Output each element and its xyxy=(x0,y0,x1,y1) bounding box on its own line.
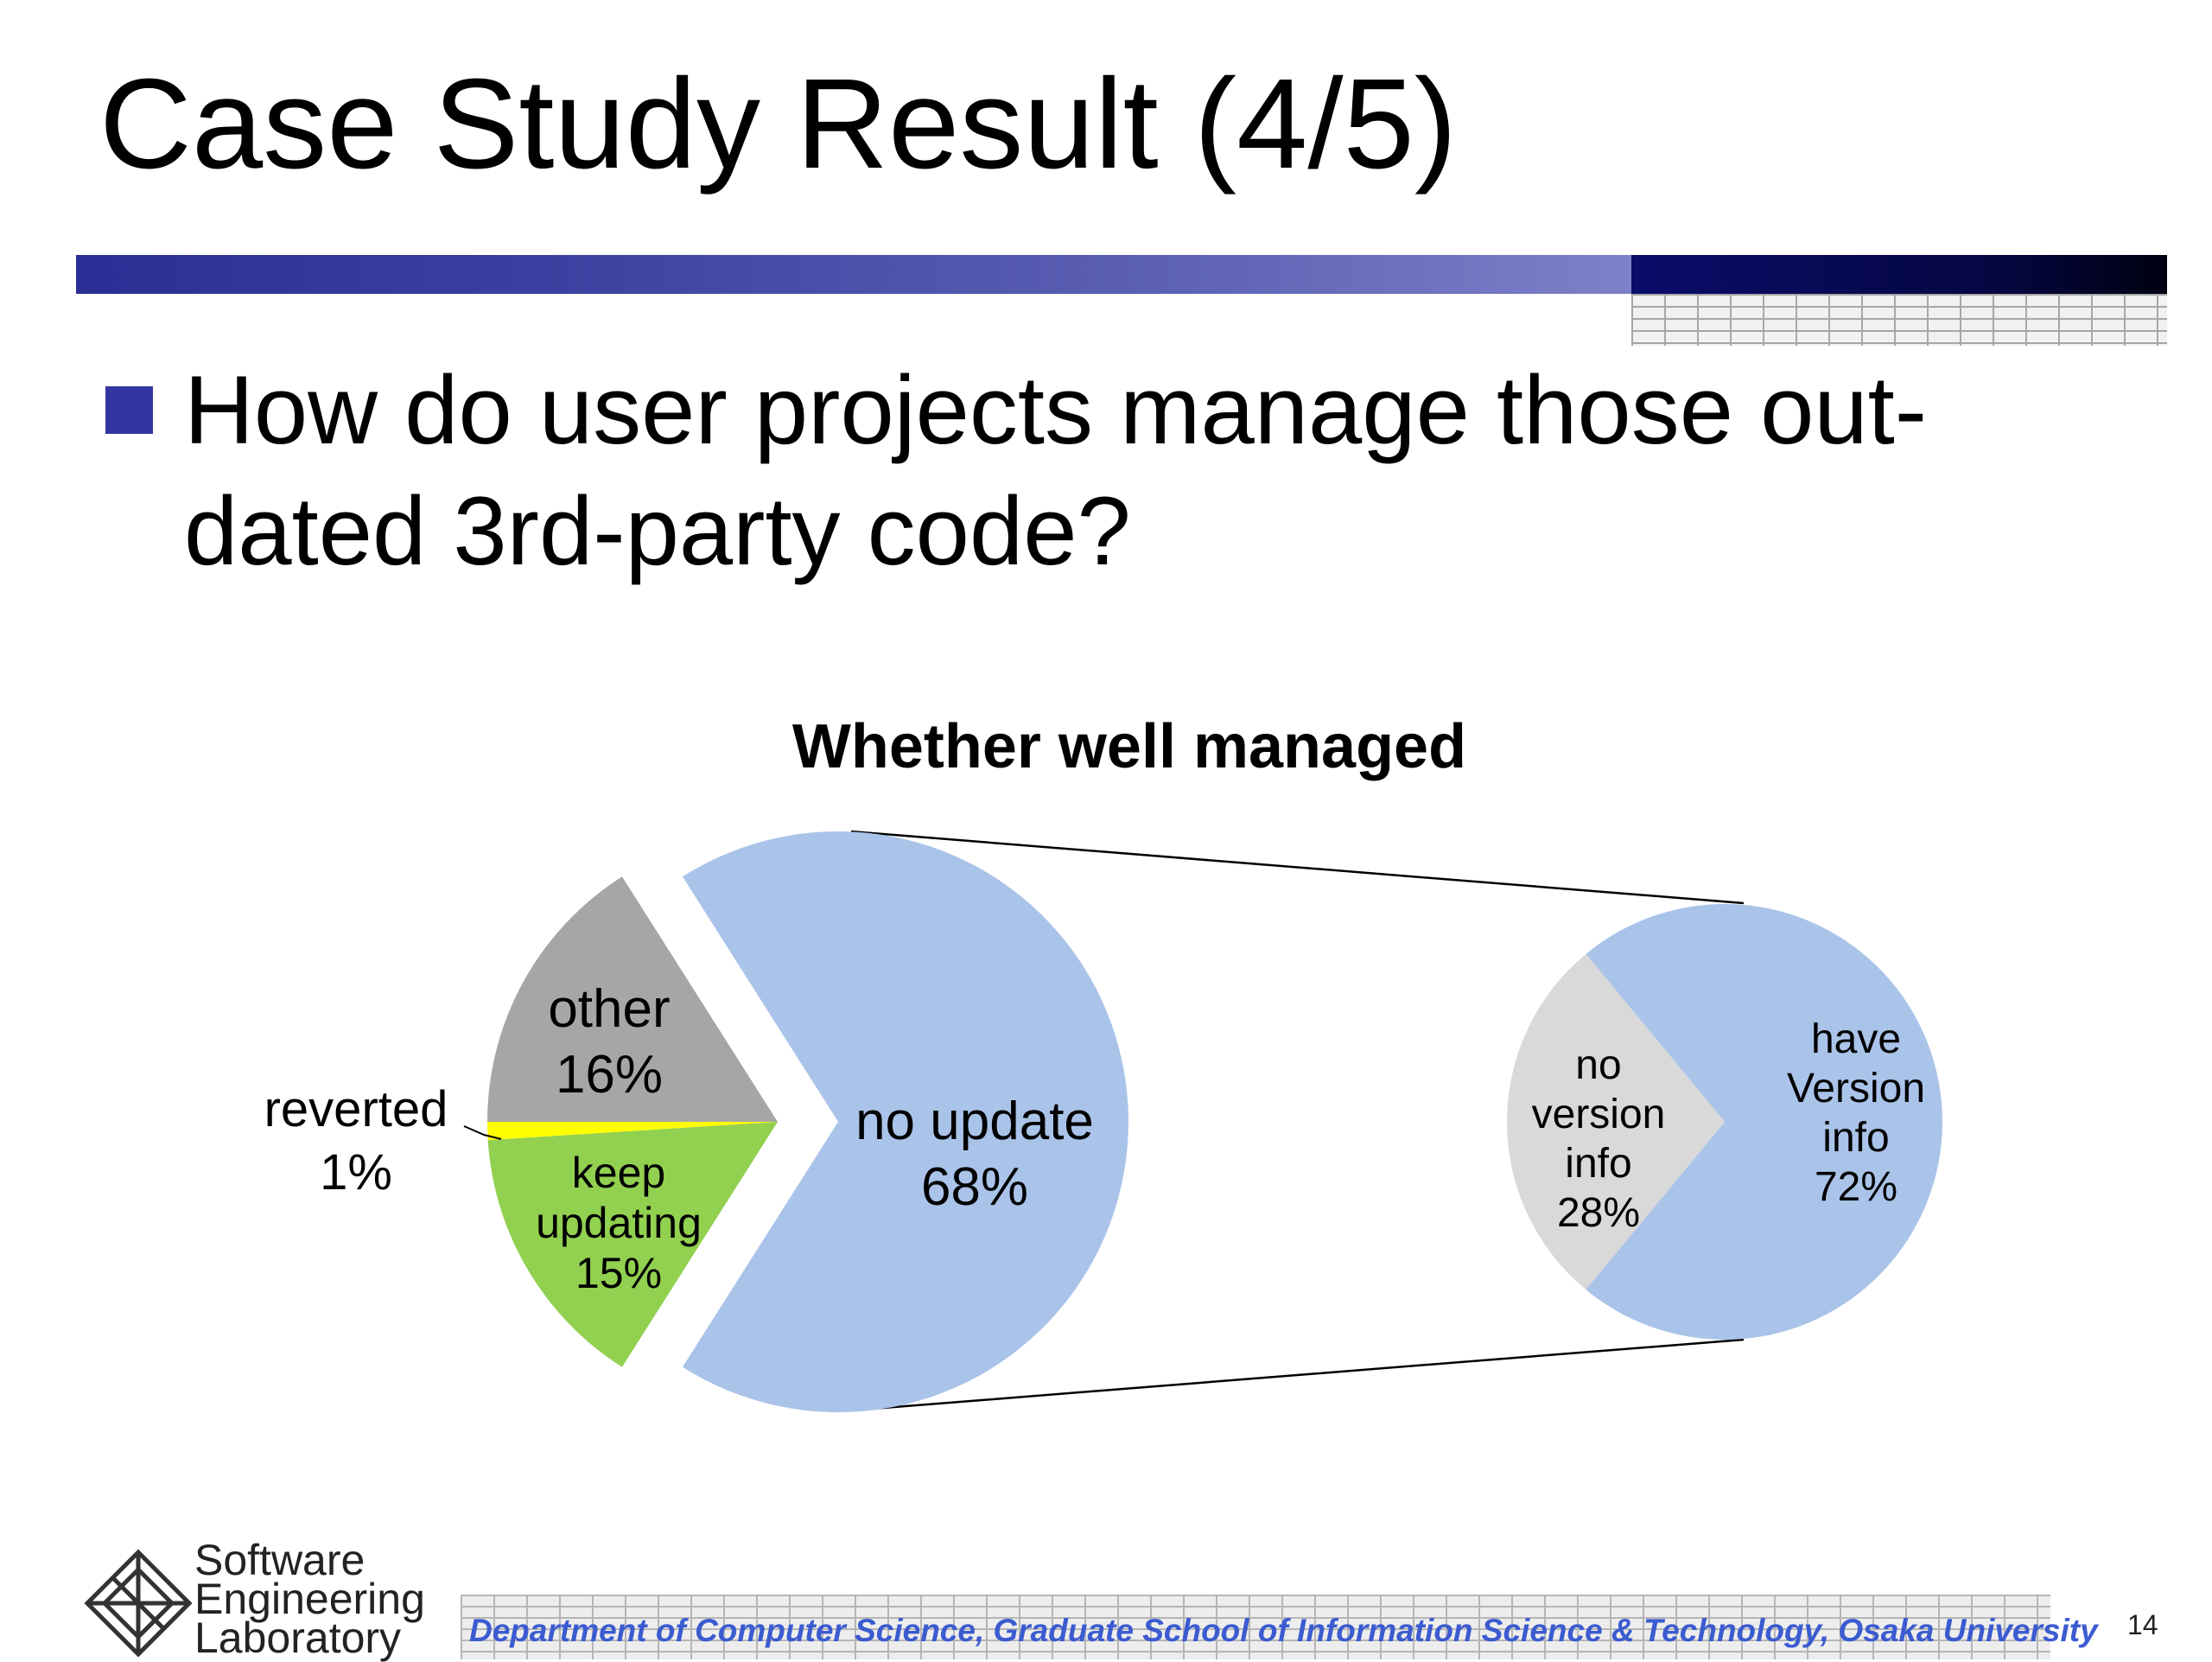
breakdown-label-have-version-info: have xyxy=(1811,1016,1901,1062)
footer-grid-strip xyxy=(461,1595,2050,1659)
breakdown-label-have-version-info: Version xyxy=(1787,1066,1925,1111)
pie-slice-no-update xyxy=(682,831,1129,1412)
breakdown-label-no-version-info: version xyxy=(1532,1092,1666,1137)
logo-line: Engineering xyxy=(194,1575,425,1623)
bullet-text: How do user projects manage those out-da… xyxy=(184,356,1928,585)
lab-logo-text: Software Engineering Laboratory xyxy=(194,1536,425,1662)
breakdown-label-no-version-info: no xyxy=(1575,1042,1621,1088)
logo-line: Software xyxy=(194,1536,365,1584)
decorative-grid-strip xyxy=(1631,294,2167,346)
pie-slice-other xyxy=(487,876,778,1122)
reverted-leader-line xyxy=(463,1125,502,1140)
connector-line-top xyxy=(850,830,1745,905)
logo-line: Laboratory xyxy=(194,1614,402,1662)
breakdown-label-have-version-info: info xyxy=(1822,1115,1889,1161)
pie-slice-keep-updating xyxy=(487,1122,778,1367)
breakdown-label-no-version-info: info xyxy=(1565,1141,1631,1187)
pie-value-no-update: 68% xyxy=(921,1157,1028,1217)
bullet-square-icon xyxy=(105,386,153,434)
breakdown-slice-have-version-info xyxy=(1586,904,1943,1340)
connector-line-bottom xyxy=(850,1338,1745,1412)
pie-slice-reverted xyxy=(487,1122,778,1141)
title-underline-bar xyxy=(76,255,1631,294)
breakdown-value-have-version-info: 72% xyxy=(1815,1164,1897,1210)
pie-label-reverted: reverted xyxy=(264,1081,448,1137)
lab-logo-icon xyxy=(84,1549,193,1658)
footer-department: Department of Computer Science, Graduate… xyxy=(469,1613,2098,1648)
title-underline-dark-segment xyxy=(1631,255,2167,294)
breakdown-pie xyxy=(1507,904,1943,1340)
main-pie xyxy=(487,831,1129,1412)
slide-title: Case Study Result (4/5) xyxy=(99,53,1458,195)
pie-value-reverted: 1% xyxy=(320,1144,392,1200)
page-number: 14 xyxy=(2127,1609,2158,1640)
pie-label-keep-updating: keep xyxy=(572,1149,665,1197)
breakdown-slice-no-version-info xyxy=(1507,953,1725,1290)
pie-label-other: other xyxy=(548,979,670,1039)
pie-label-keep-updating: updating xyxy=(536,1199,702,1247)
pie-label-no-update: no update xyxy=(855,1092,1094,1151)
pie-value-keep-updating: 15% xyxy=(575,1249,662,1297)
connector-lines xyxy=(850,830,1745,1412)
pie-value-other: 16% xyxy=(556,1045,663,1105)
breakdown-value-no-version-info: 28% xyxy=(1557,1190,1640,1236)
chart-title: Whether well managed xyxy=(792,712,1466,781)
